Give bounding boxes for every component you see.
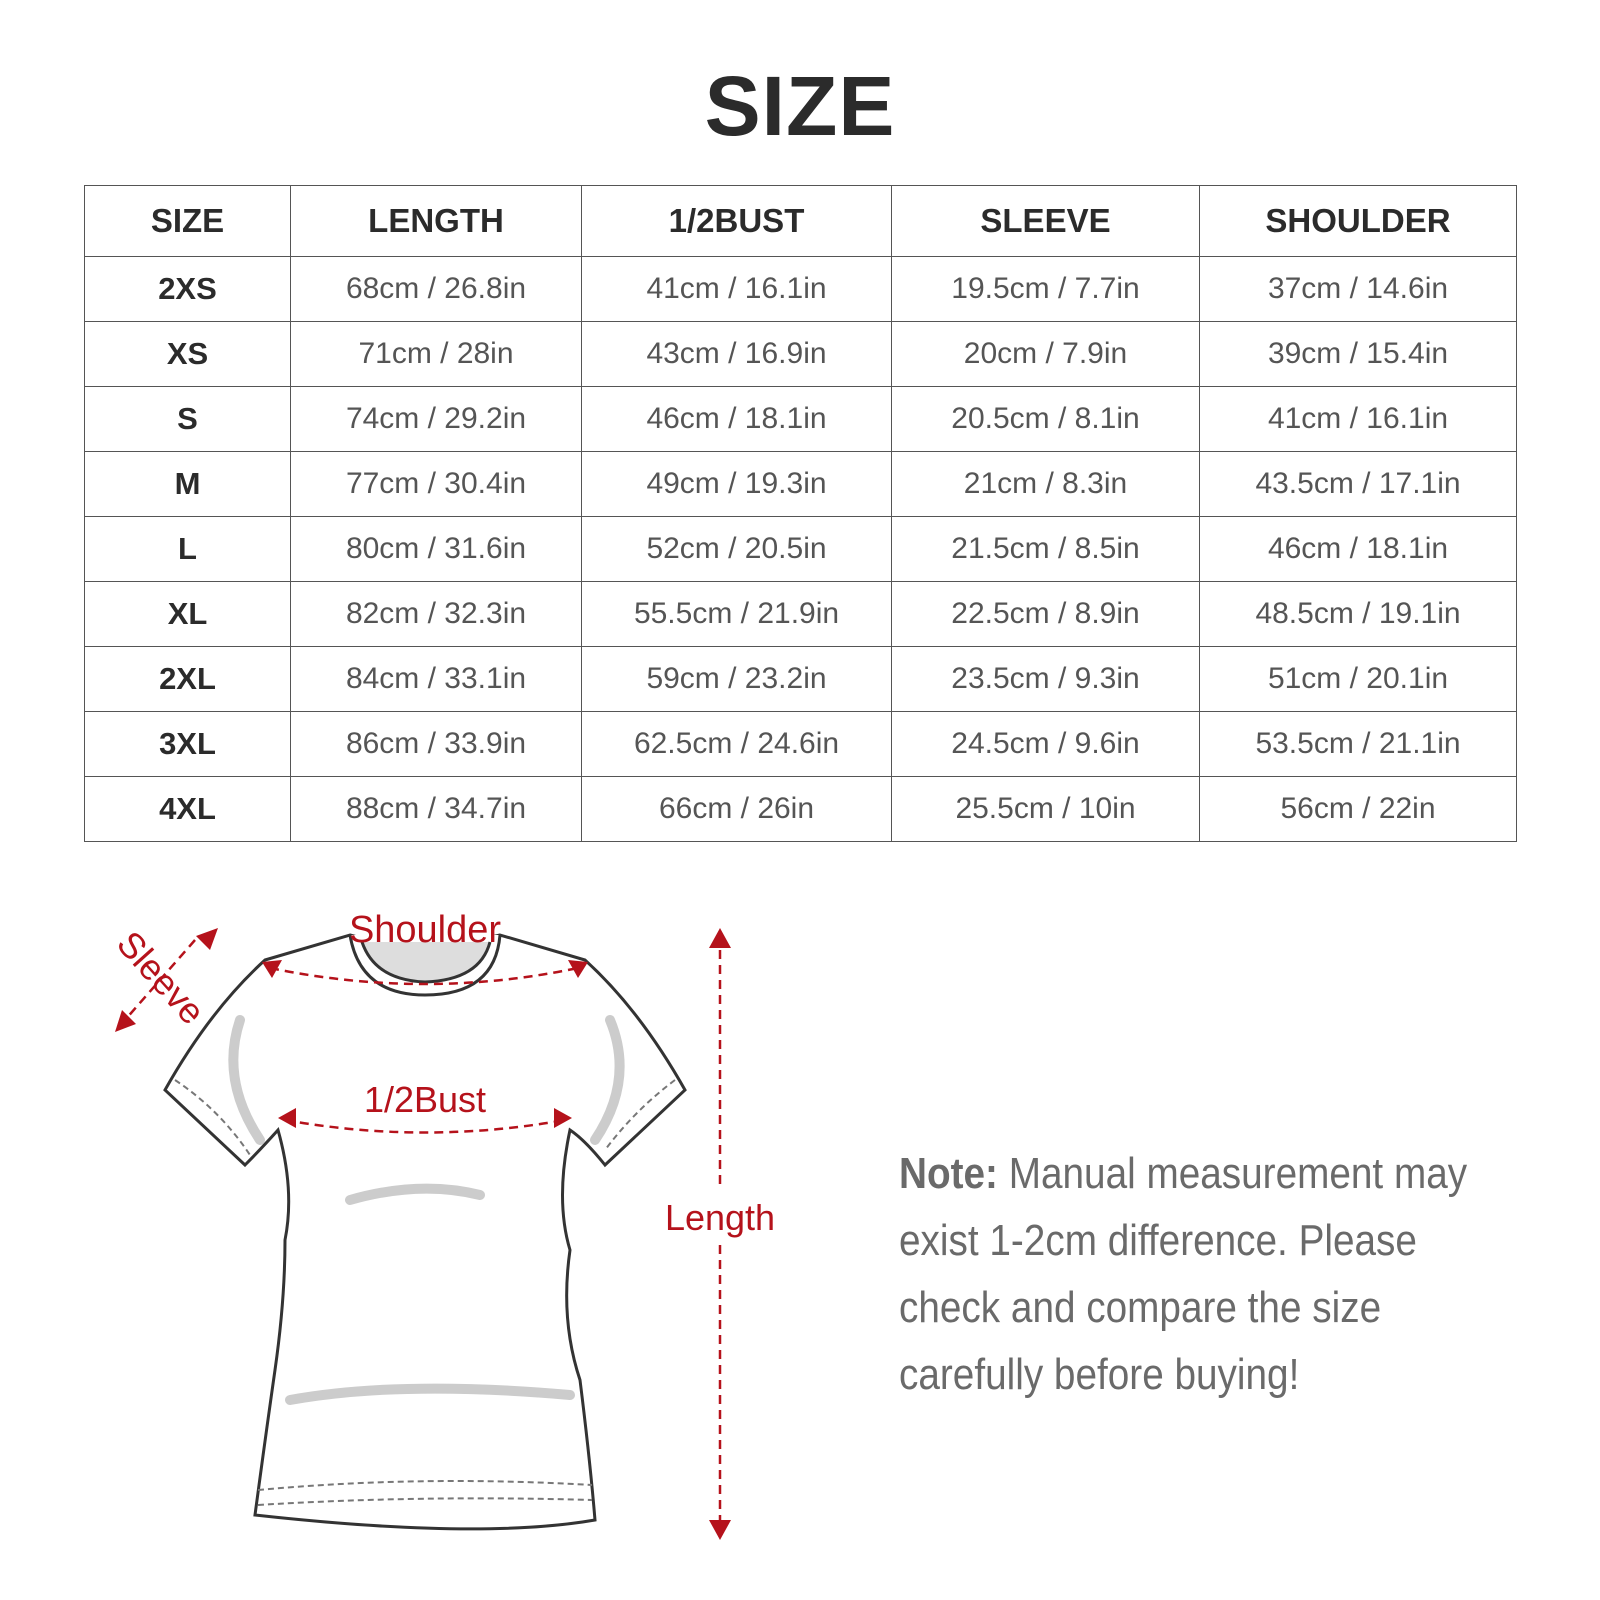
size-cell: 2XS [84,256,291,322]
note-body: Manual measurement may exist 1-2cm diffe… [899,1149,1468,1399]
measurement-cell: 55.5cm / 21.9in [581,581,892,647]
table-row: XS 71cm / 28in 43cm / 16.9in 20cm / 7.9in 39… [84,321,1517,387]
arrow-icon [554,1108,572,1128]
arrow-icon [115,1010,136,1032]
measurement-cell: 39cm / 15.4in [1199,321,1517,387]
measurement-cell: 24.5cm / 9.6in [891,711,1200,777]
length-label: Length [665,1197,775,1238]
arrow-up-icon [709,928,731,948]
measurement-cell: 62.5cm / 24.6in [581,711,892,777]
measurement-cell: 46cm / 18.1in [1199,516,1517,582]
measurement-cell: 20cm / 7.9in [891,321,1200,387]
measurement-cell: 23.5cm / 9.3in [891,646,1200,712]
tshirt-outline [163,933,687,1531]
table-row: 3XL 86cm / 33.9in 62.5cm / 24.6in 24.5cm / … [84,711,1517,777]
size-table: SIZE LENGTH 1/2BUST SLEEVE SHOULDER 2XS 68cm … [84,185,1517,842]
measurement-cell: 20.5cm / 8.1in [891,386,1200,452]
arrow-icon [196,928,218,950]
measurement-cell: 84cm / 33.1in [290,646,582,712]
arrow-down-icon [709,1520,731,1540]
measurement-cell: 74cm / 29.2in [290,386,582,452]
column-header: SLEEVE [891,185,1200,257]
arrow-icon [262,960,282,978]
column-header: SIZE [84,185,291,257]
measurement-cell: 53.5cm / 21.1in [1199,711,1517,777]
measurement-cell: 71cm / 28in [290,321,582,387]
measurement-cell: 41cm / 16.1in [581,256,892,322]
tshirt-measurement-diagram: Shoulder 1/2Bust Length Sleeve [109,909,775,1540]
measurement-cell: 80cm / 31.6in [290,516,582,582]
size-cell: S [84,386,291,452]
measurement-cell: 86cm / 33.9in [290,711,582,777]
column-header: 1/2BUST [581,185,892,257]
measurement-cell: 52cm / 20.5in [581,516,892,582]
size-cell: 3XL [84,711,291,777]
note-label: Note: [899,1149,998,1198]
table-row: L 80cm / 31.6in 52cm / 20.5in 21.5cm / 8.5i… [84,516,1517,582]
table-row: M 77cm / 30.4in 49cm / 19.3in 21cm / 8.3in 4… [84,451,1517,517]
measurement-cell: 49cm / 19.3in [581,451,892,517]
measurement-cell: 68cm / 26.8in [290,256,582,322]
measurement-cell: 48.5cm / 19.1in [1199,581,1517,647]
size-cell: 4XL [84,776,291,842]
measurement-cell: 82cm / 32.3in [290,581,582,647]
size-cell: L [84,516,291,582]
column-header: LENGTH [290,185,582,257]
table-row: S 74cm / 29.2in 46cm / 18.1in 20.5cm / 8.1i… [84,386,1517,452]
measurement-cell: 43.5cm / 17.1in [1199,451,1517,517]
measurement-cell: 37cm / 14.6in [1199,256,1517,322]
measurement-cell: 66cm / 26in [581,776,892,842]
table-row: 4XL 88cm / 34.7in 66cm / 26in 25.5cm / 10in… [84,776,1517,842]
measurement-cell: 77cm / 30.4in [290,451,582,517]
measurement-cell: 88cm / 34.7in [290,776,582,842]
measurement-cell: 43cm / 16.9in [581,321,892,387]
note-text: Note: Manual measurement may exist 1-2cm… [899,1140,1515,1408]
size-cell: 2XL [84,646,291,712]
size-cell: XL [84,581,291,647]
measurement-cell: 25.5cm / 10in [891,776,1200,842]
table-row: XL 82cm / 32.3in 55.5cm / 21.9in 22.5cm / 8… [84,581,1517,647]
table-header-row: SIZE LENGTH 1/2BUST SLEEVE SHOULDER [84,185,1517,257]
measurement-cell: 41cm / 16.1in [1199,386,1517,452]
table-row: 2XS 68cm / 26.8in 41cm / 16.1in 19.5cm / 7.… [84,256,1517,322]
size-cell: XS [84,321,291,387]
size-cell: M [84,451,291,517]
page-title: SIZE [704,59,896,153]
measurement-cell: 59cm / 23.2in [581,646,892,712]
arrow-icon [278,1108,296,1128]
bust-label: 1/2Bust [364,1079,486,1120]
measurement-cell: 21cm / 8.3in [891,451,1200,517]
measurement-cell: 46cm / 18.1in [581,386,892,452]
measurement-cell: 51cm / 20.1in [1199,646,1517,712]
table-row: 2XL 84cm / 33.1in 59cm / 23.2in 23.5cm / 9.… [84,646,1517,712]
measurement-cell: 21.5cm / 8.5in [891,516,1200,582]
measurement-cell: 19.5cm / 7.7in [891,256,1200,322]
arrow-icon [568,960,588,978]
column-header: SHOULDER [1199,185,1517,257]
measurement-cell: 22.5cm / 8.9in [891,581,1200,647]
measurement-cell: 56cm / 22in [1199,776,1517,842]
shoulder-label: Shoulder [349,909,501,951]
